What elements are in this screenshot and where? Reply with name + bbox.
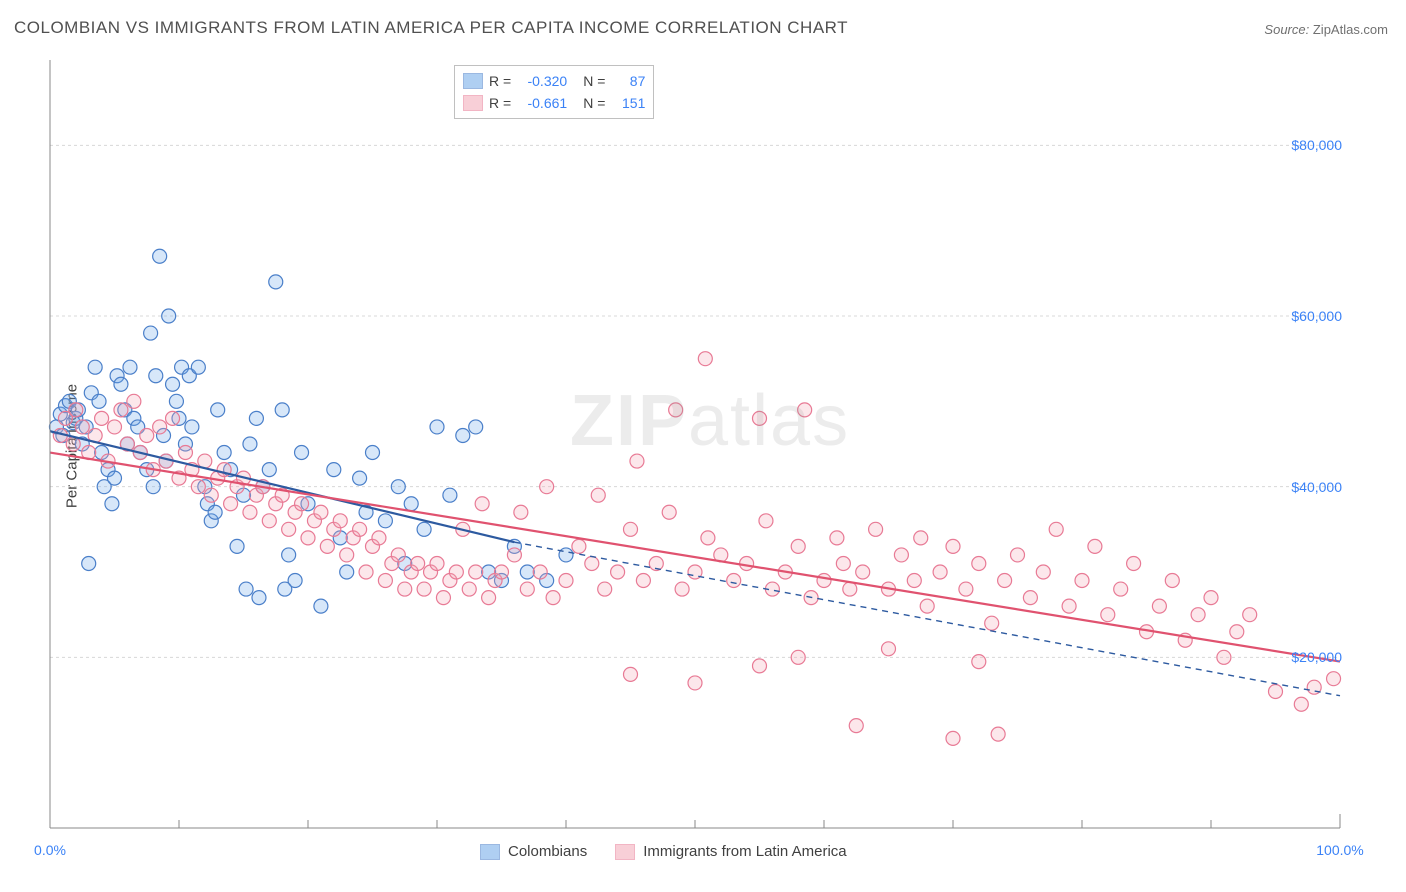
x-tick-label: 0.0%	[34, 842, 66, 858]
legend-corr-row: R = -0.320 N = 87	[463, 70, 645, 92]
y-tick-label: $60,000	[1272, 308, 1342, 324]
legend-swatch	[615, 844, 635, 860]
legend-label: Colombians	[508, 843, 587, 860]
y-tick-label: $40,000	[1272, 479, 1342, 495]
correlation-legend: R = -0.320 N = 87 R = -0.661 N = 151	[454, 65, 654, 119]
legend-swatch	[463, 73, 483, 89]
x-tick-label: 100.0%	[1316, 842, 1363, 858]
y-tick-label: $80,000	[1272, 137, 1342, 153]
legend-swatch	[480, 844, 500, 860]
r-value: -0.320	[517, 73, 567, 89]
r-label: R =	[489, 95, 511, 111]
n-label: N =	[583, 73, 605, 89]
legend-swatch	[463, 95, 483, 111]
n-value: 87	[611, 73, 645, 89]
r-label: R =	[489, 73, 511, 89]
y-tick-label: $20,000	[1272, 649, 1342, 665]
legend-label: Immigrants from Latin America	[643, 843, 846, 860]
r-value: -0.661	[517, 95, 567, 111]
legend-item: Colombians	[480, 843, 587, 860]
legend-item: Immigrants from Latin America	[615, 843, 846, 860]
correlation-chart	[0, 0, 1406, 892]
n-value: 151	[611, 95, 645, 111]
series-legend: Colombians Immigrants from Latin America	[480, 843, 847, 860]
n-label: N =	[583, 95, 605, 111]
legend-corr-row: R = -0.661 N = 151	[463, 92, 645, 114]
